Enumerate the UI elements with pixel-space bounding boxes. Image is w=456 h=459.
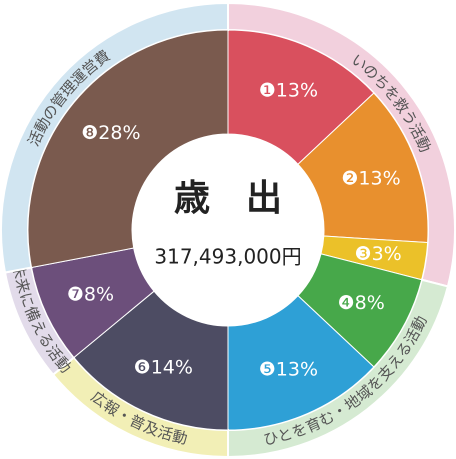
- segment-label: ❷13%: [341, 167, 400, 189]
- segment-label: ❸3%: [355, 242, 402, 264]
- segment-marker: ❺: [259, 358, 276, 380]
- segment-marker: ❼: [67, 283, 84, 305]
- segment-label: ❹8%: [338, 292, 385, 314]
- segment-label: ❼8%: [67, 283, 114, 305]
- value-label: 13%: [276, 79, 318, 101]
- segment-label: ❻14%: [134, 356, 193, 378]
- center-disc: [132, 134, 324, 326]
- segment-marker: ❹: [338, 292, 355, 314]
- chart-subtitle: 317,493,000円: [154, 245, 301, 269]
- segment-label: ❶13%: [259, 79, 318, 101]
- segment-marker: ❽: [81, 122, 98, 144]
- segment-marker: ❸: [355, 242, 372, 264]
- value-label: 8%: [355, 292, 385, 314]
- segment-marker: ❷: [341, 167, 358, 189]
- value-label: 28%: [98, 122, 140, 144]
- chart-title: 歳 出: [174, 178, 282, 219]
- value-label: 13%: [276, 358, 318, 380]
- segment-label: ❺13%: [259, 358, 318, 380]
- value-label: 8%: [84, 283, 114, 305]
- segment-marker: ❻: [134, 356, 151, 378]
- value-label: 3%: [372, 242, 402, 264]
- segment-marker: ❶: [259, 79, 276, 101]
- value-label: 14%: [151, 356, 193, 378]
- segment-label: ❽28%: [81, 122, 140, 144]
- value-label: 13%: [358, 167, 400, 189]
